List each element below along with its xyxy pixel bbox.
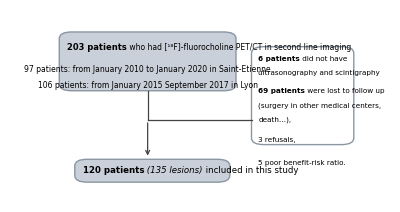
Text: ultrasonography and scintigraphy: ultrasonography and scintigraphy <box>258 70 380 76</box>
Text: death…),: death…), <box>258 116 292 123</box>
Text: 106 patients: from January 2015 September 2017 in Lyon: 106 patients: from January 2015 Septembe… <box>38 81 258 90</box>
Text: 97 patients: from January 2010 to January 2020 in Saint-Etienne: 97 patients: from January 2010 to Januar… <box>24 65 271 74</box>
Text: 203 patients: 203 patients <box>67 43 127 52</box>
Text: did not have: did not have <box>300 56 348 62</box>
Text: (135 lesions): (135 lesions) <box>144 166 202 175</box>
Text: were lost to follow up: were lost to follow up <box>305 88 385 94</box>
Text: 5 poor benefit-risk ratio.: 5 poor benefit-risk ratio. <box>258 160 346 166</box>
FancyBboxPatch shape <box>252 47 354 145</box>
FancyBboxPatch shape <box>59 32 236 91</box>
Text: 3 refusals,: 3 refusals, <box>258 137 296 143</box>
Text: who had [¹⁸F]-fluorocholine PET/CT in second line imaging: who had [¹⁸F]-fluorocholine PET/CT in se… <box>127 43 351 52</box>
Text: 6 patients: 6 patients <box>258 56 300 62</box>
Text: 69 patients: 69 patients <box>258 88 305 94</box>
Text: 120 patients: 120 patients <box>82 166 144 175</box>
Text: (surgery in other medical centers,: (surgery in other medical centers, <box>258 103 382 109</box>
FancyBboxPatch shape <box>75 159 230 182</box>
Text: included in this study: included in this study <box>202 166 298 175</box>
